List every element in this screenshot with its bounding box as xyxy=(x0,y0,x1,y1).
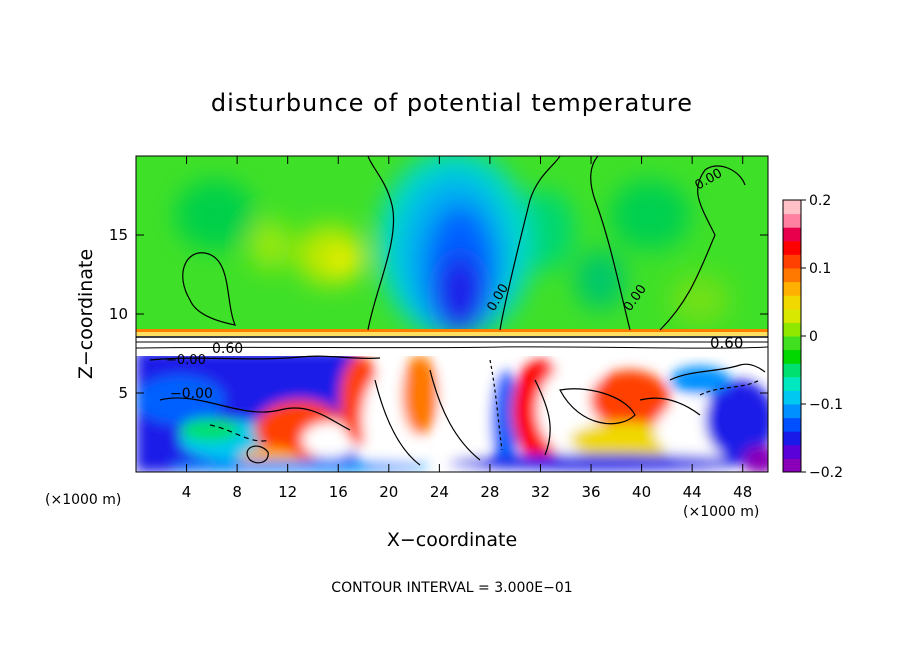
x-tick-label: 20 xyxy=(379,483,398,501)
colorbar-swatch xyxy=(783,458,801,473)
colorbar-swatch xyxy=(783,268,801,283)
y-axis: 5 10 15 xyxy=(109,226,768,402)
colorbar-swatch xyxy=(783,444,801,459)
contour-lines xyxy=(136,156,768,466)
inversion-band xyxy=(136,329,768,332)
colorbar-swatch xyxy=(783,308,801,323)
colorbar-tick-label: 0 xyxy=(809,329,818,345)
plot-area: 0.00 0.00 0.00 0.60 0.60 −0.00 −0.00 xyxy=(136,156,768,472)
colorbar-swatch xyxy=(783,200,801,215)
y-axis-label: Z−coordinate xyxy=(75,249,97,379)
x-tick-label: 8 xyxy=(232,483,242,501)
colorbar-swatch xyxy=(783,336,801,351)
colorbar-swatch xyxy=(783,376,801,391)
contour-label: −0.00 xyxy=(166,353,206,368)
x-axis: 4 8 12 16 20 24 28 32 36 40 44 48 xyxy=(182,156,752,501)
colorbar-swatch xyxy=(783,363,801,378)
x-tick-label: 16 xyxy=(329,483,348,501)
colorbar-swatch xyxy=(783,254,801,269)
x-axis-unit-left: (×1000 m) xyxy=(45,492,121,508)
colorbar-swatch xyxy=(783,417,801,432)
x-tick-label: 28 xyxy=(480,483,499,501)
colorbar-swatch xyxy=(783,322,801,337)
x-tick-label: 48 xyxy=(733,483,752,501)
x-tick-label: 24 xyxy=(430,483,449,501)
contour-label: 0.60 xyxy=(710,334,743,352)
x-tick-label: 40 xyxy=(632,483,651,501)
x-axis-label: X−coordinate xyxy=(387,529,517,551)
colorbar-swatch xyxy=(783,213,801,228)
y-tick-label: 15 xyxy=(109,226,128,244)
colorbar-tick-label: 0.2 xyxy=(809,193,831,209)
colorbar-swatch xyxy=(783,349,801,364)
x-tick-label: 44 xyxy=(683,483,702,501)
contour-label: 0.60 xyxy=(212,341,243,357)
upper-layer-anomalies xyxy=(175,156,730,340)
colorbar-tick-label: −0.1 xyxy=(809,397,843,413)
contour-interval-footer: CONTOUR INTERVAL = 3.000E−01 xyxy=(331,580,572,596)
colorbar-swatch xyxy=(783,281,801,296)
colorbar-swatch xyxy=(783,431,801,446)
colorbar-swatch xyxy=(783,240,801,255)
contour-label: −0.00 xyxy=(170,386,213,402)
colorbar-swatch xyxy=(783,227,801,242)
y-tick-label: 10 xyxy=(109,305,128,323)
colorbar-swatch xyxy=(783,390,801,405)
chart-title: disturbunce of potential temperature xyxy=(211,89,693,117)
x-tick-label: 36 xyxy=(581,483,600,501)
y-tick-label: 5 xyxy=(118,384,128,402)
x-tick-label: 12 xyxy=(278,483,297,501)
colorbar-tick-label: 0.1 xyxy=(809,261,831,277)
x-tick-label: 32 xyxy=(531,483,550,501)
lower-layer-anomalies xyxy=(136,340,768,472)
colorbar-swatch xyxy=(783,404,801,419)
colorbar-tick-label: −0.2 xyxy=(809,465,843,481)
contour-labels: 0.00 0.00 0.00 0.60 0.60 −0.00 −0.00 xyxy=(166,166,743,402)
colorbar-swatch xyxy=(783,295,801,310)
x-tick-label: 4 xyxy=(182,483,192,501)
colorbar: 0.2 0.1 0 −0.1 −0.2 xyxy=(782,193,843,481)
x-axis-unit-right: (×1000 m) xyxy=(683,504,759,520)
